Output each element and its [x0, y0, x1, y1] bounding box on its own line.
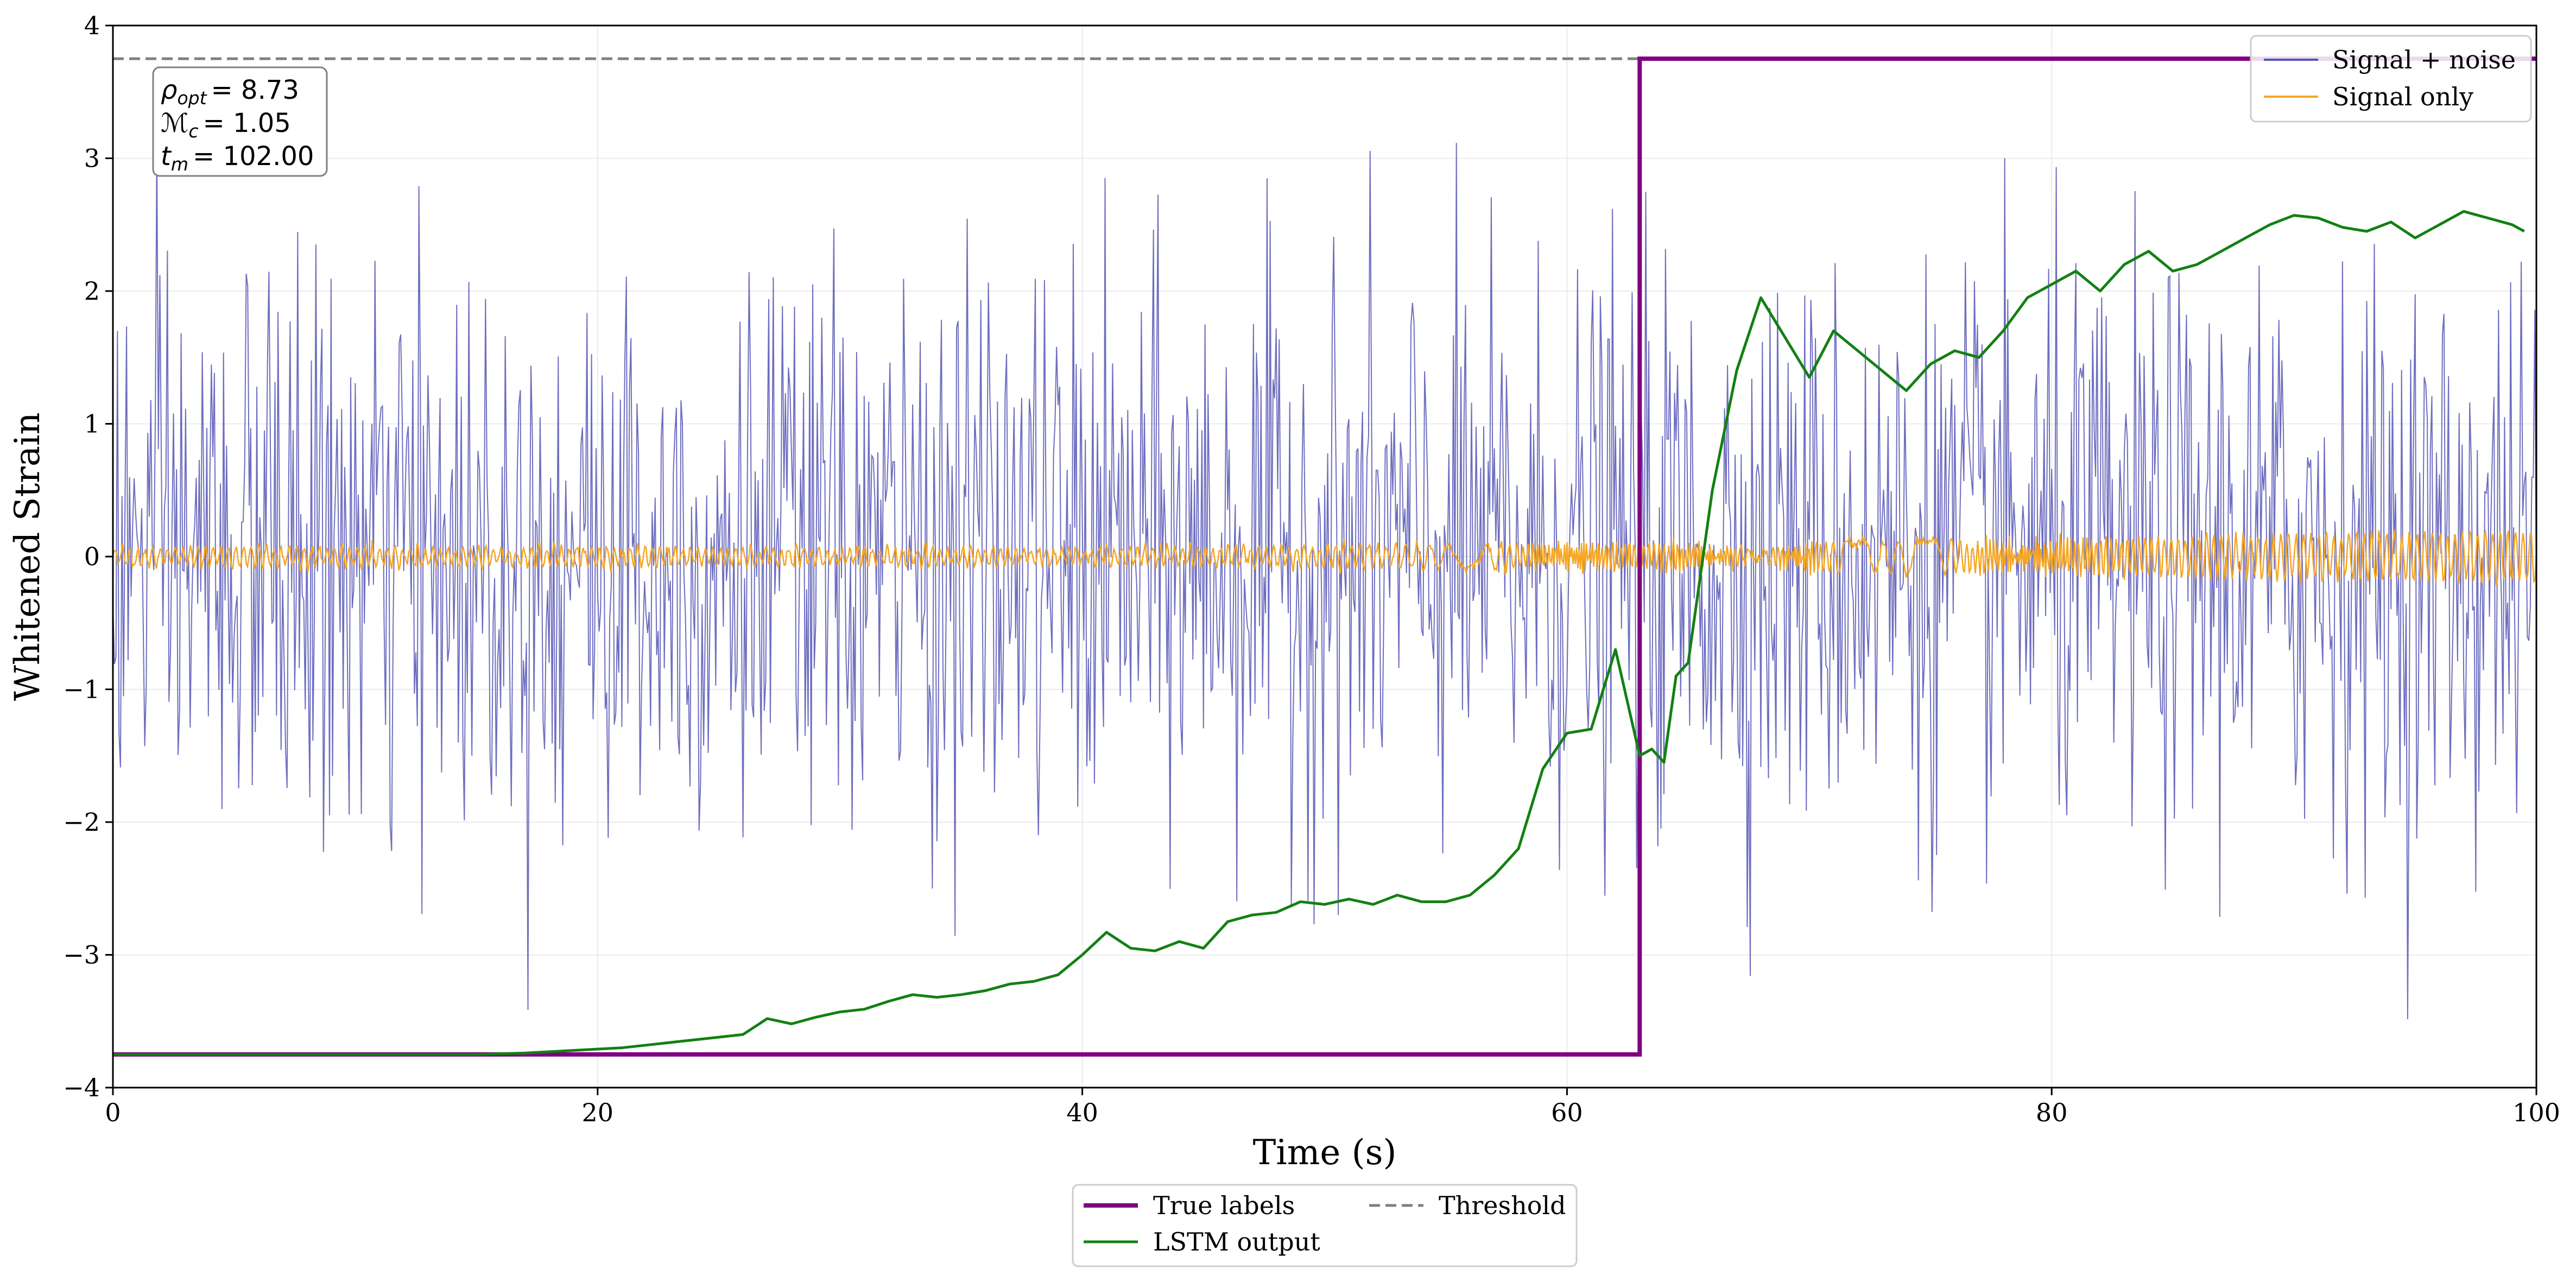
merger-time-label: tm = 102.00	[161, 141, 314, 175]
x-axis-label: Time (s)	[1253, 1133, 1397, 1173]
rho-opt-label: ρopt = 8.73	[161, 75, 299, 109]
lstm-output-line	[113, 210, 2525, 1056]
x-tick-label: 100	[2512, 1098, 2560, 1127]
x-tick-label: 0	[105, 1098, 121, 1127]
legend-top-right: Signal + noise Signal only	[2250, 35, 2532, 123]
y-tick-label: 4	[84, 11, 100, 40]
legend-label-signal-only: Signal only	[2332, 82, 2473, 111]
y-tick-label: 0	[84, 542, 100, 571]
true-labels-path	[113, 56, 2536, 1057]
signal-plus-noise-path	[113, 141, 2536, 1020]
signal-only-path	[113, 529, 2536, 586]
chirp-mass-label: ℳc = 1.05	[161, 108, 291, 142]
legend-label-signal-noise: Signal + noise	[2332, 45, 2516, 74]
x-tick-label: 80	[2036, 1098, 2068, 1127]
legend-bottom: True labels Threshold LSTM output	[1072, 1184, 1578, 1267]
y-tick-label: 1	[84, 409, 100, 439]
y-tick-label: 3	[84, 144, 100, 173]
y-tick-label: 2	[84, 276, 100, 306]
legend-label-true-labels: True labels	[1153, 1191, 1295, 1220]
parameter-annotation-box: ρopt = 8.73 ℳc = 1.05 tm = 102.00	[152, 66, 328, 177]
legend-label-lstm-output: LSTM output	[1153, 1227, 1320, 1256]
signal-only-line	[113, 529, 2536, 586]
y-tick-label: −1	[63, 675, 100, 704]
signal-plus-noise-line	[113, 141, 2536, 1020]
legend-label-threshold: Threshold	[1439, 1191, 1566, 1220]
x-tick-label: 20	[582, 1098, 614, 1127]
x-tick-label: 40	[1066, 1098, 1098, 1127]
y-tick-label: −2	[63, 807, 100, 837]
x-axis-ticks: 0 20 40 60 80 100	[105, 1088, 2560, 1127]
x-tick-label: 60	[1551, 1098, 1583, 1127]
y-axis-ticks: −4 −3 −2 −1 0 1 2 3 4	[63, 11, 113, 1102]
y-axis-label: Whitened Strain	[8, 412, 48, 700]
y-tick-label: −3	[63, 940, 100, 970]
lstm-output-path	[113, 210, 2525, 1056]
y-tick-label: −4	[63, 1073, 100, 1102]
true-labels-line	[113, 56, 2536, 1057]
